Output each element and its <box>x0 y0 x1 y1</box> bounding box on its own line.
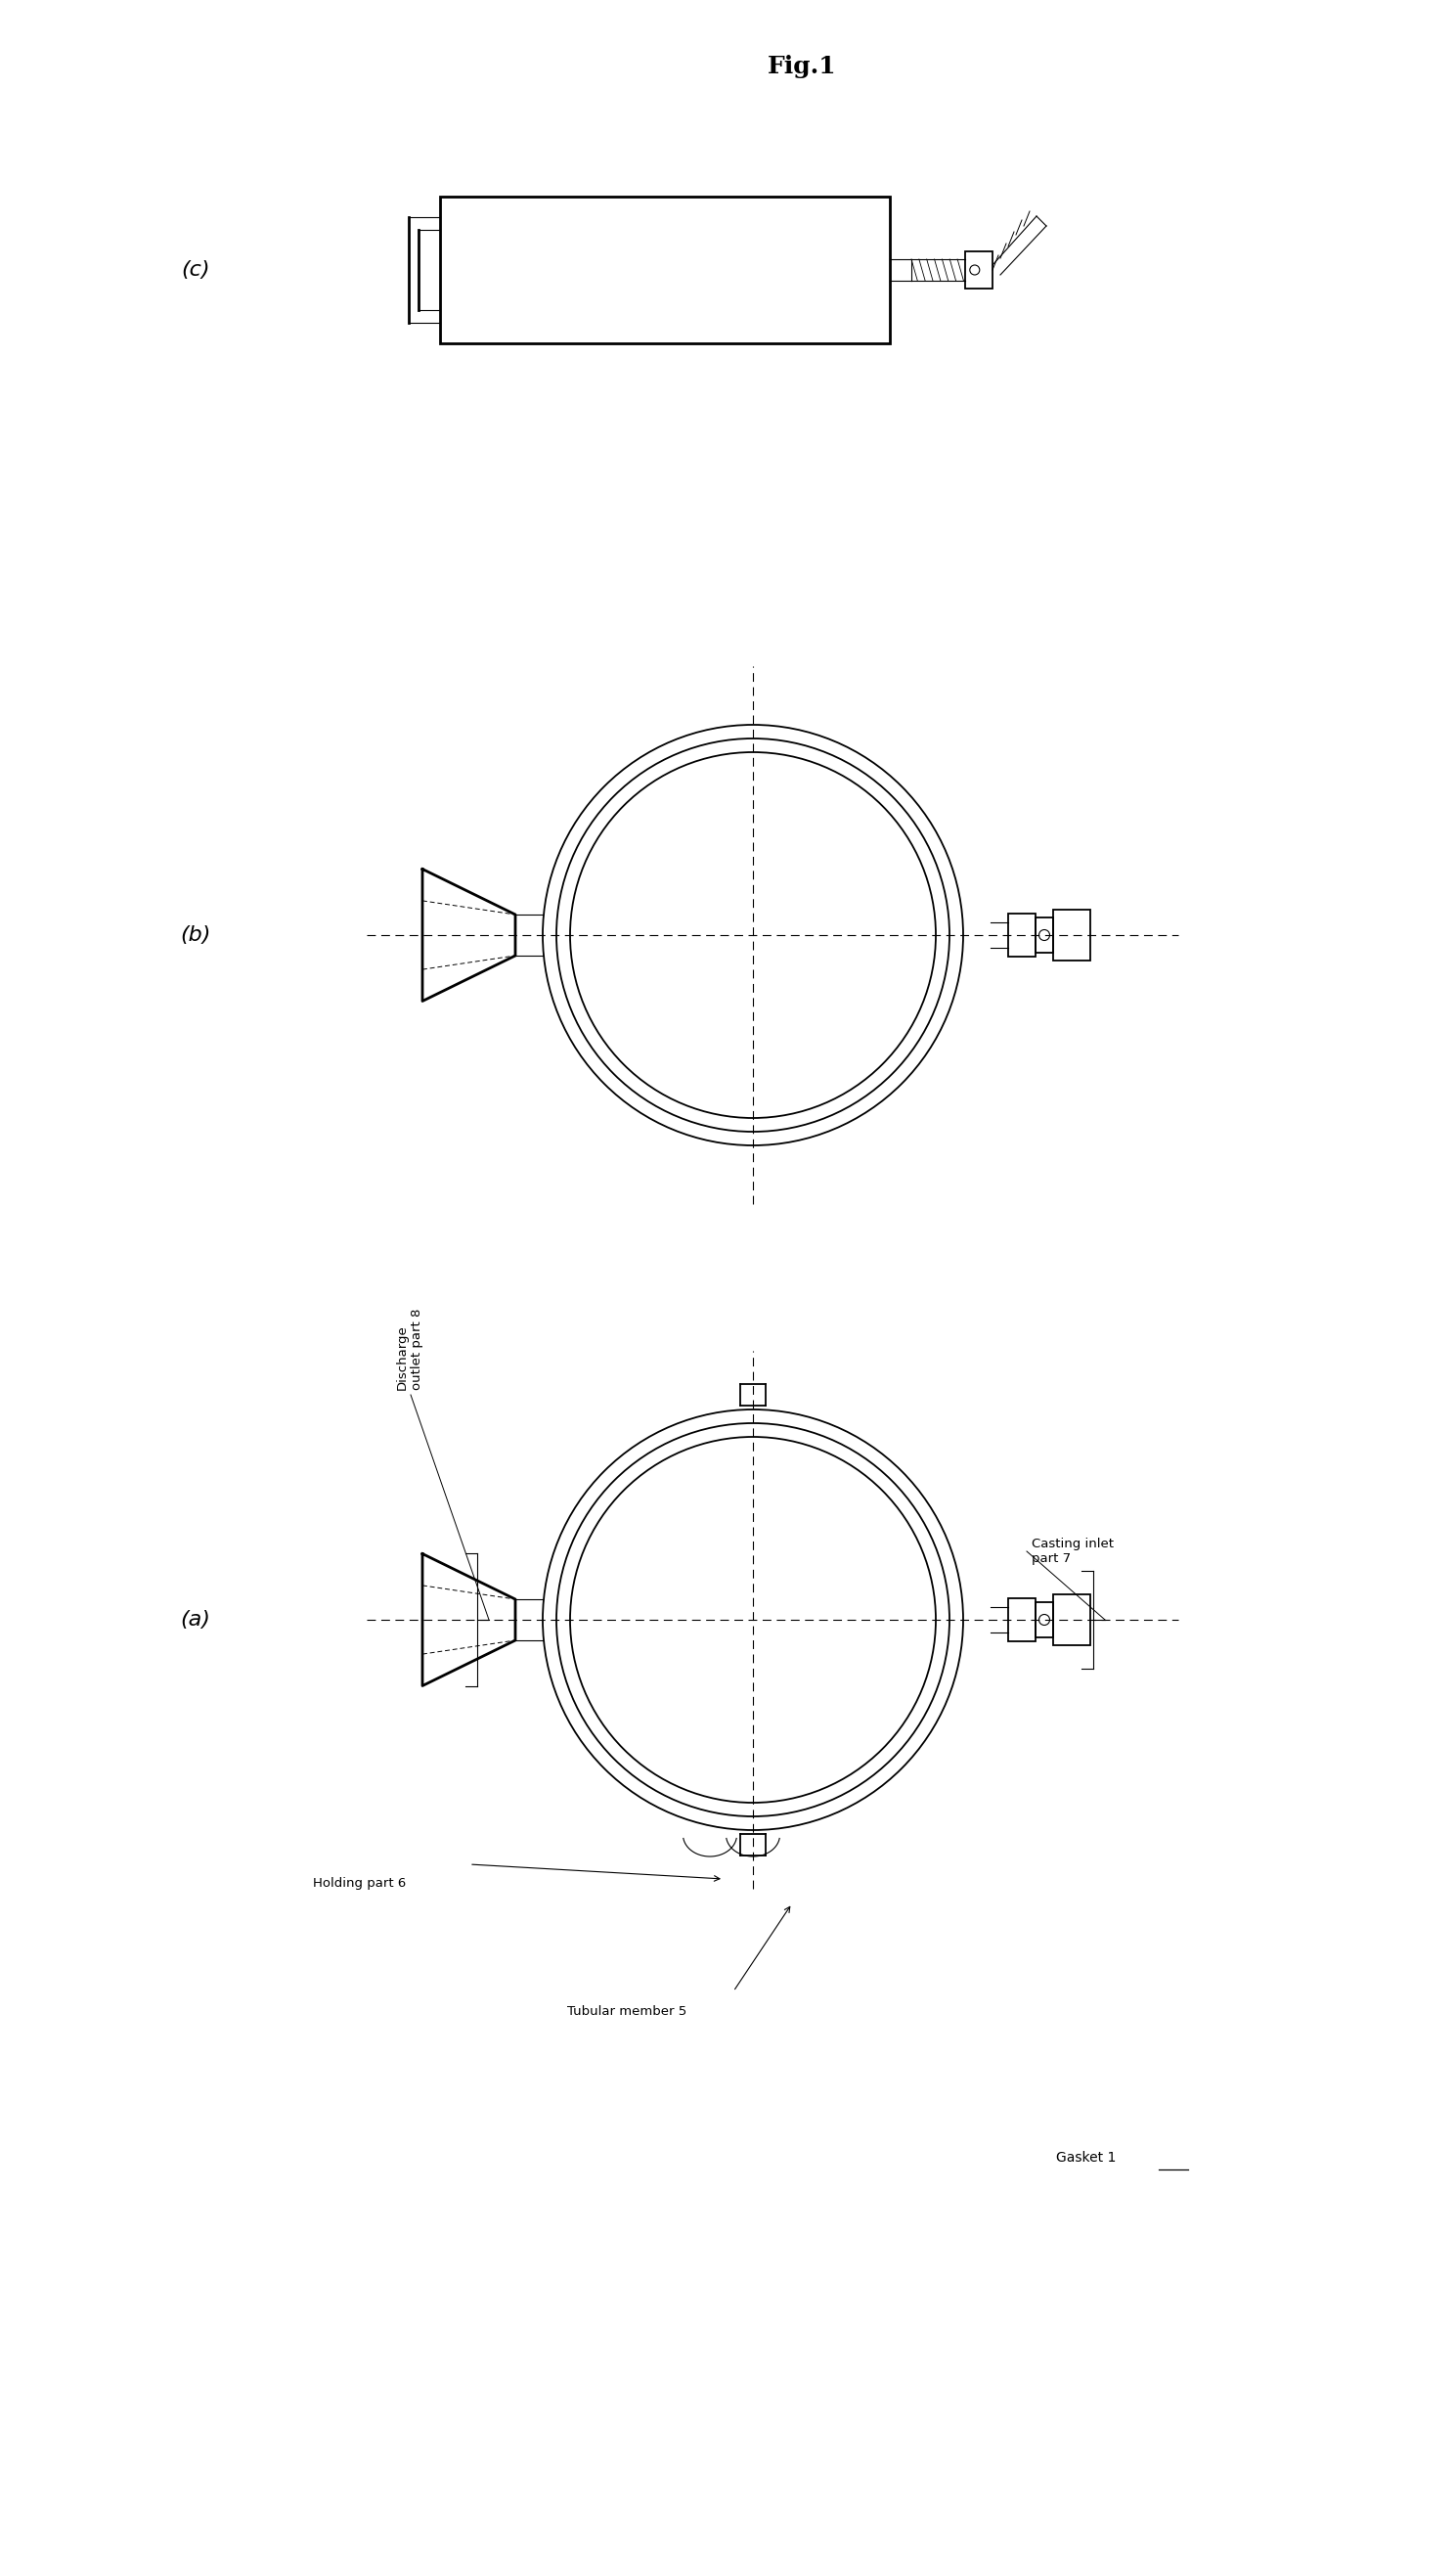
Text: (b): (b) <box>181 925 211 946</box>
Text: (a): (a) <box>181 1611 211 1629</box>
Text: (c): (c) <box>181 260 210 280</box>
Bar <box>965 252 993 288</box>
Text: Fig.1: Fig.1 <box>767 54 836 79</box>
Text: Tubular member 5: Tubular member 5 <box>568 2004 687 2016</box>
Bar <box>1053 910 1091 961</box>
Text: Discharge
outlet part 8: Discharge outlet part 8 <box>396 1308 424 1389</box>
Text: Holding part 6: Holding part 6 <box>313 1879 406 1891</box>
Text: Casting inlet
part 7: Casting inlet part 7 <box>1032 1537 1114 1565</box>
Bar <box>1008 1598 1035 1642</box>
Bar <box>1035 1603 1053 1636</box>
Text: Gasket 1: Gasket 1 <box>1056 2151 1117 2164</box>
Bar <box>1053 1593 1091 1644</box>
Bar <box>440 196 890 344</box>
Bar <box>1008 913 1035 956</box>
Bar <box>1035 918 1053 953</box>
